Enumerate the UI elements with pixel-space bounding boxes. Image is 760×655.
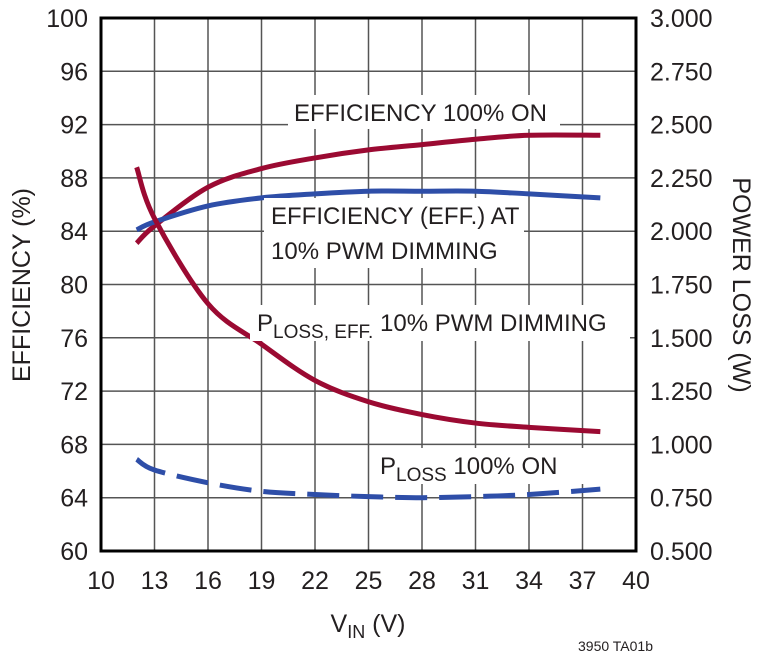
y2-tick-label: 1.500 [650, 325, 713, 353]
y-tick-label: 84 [60, 218, 88, 246]
y2-tick-label: 1.750 [650, 272, 713, 300]
y-tick-label: 80 [60, 272, 88, 300]
y-tick-label: 100 [46, 5, 88, 33]
right-axis-ticks: 0.500 0.750 1.000 1.250 1.500 1.750 2.000 2.250… [650, 5, 713, 566]
x-tick-label: 10 [87, 567, 115, 595]
y2-tick-label: 2.750 [650, 58, 713, 86]
y-axis-label: EFFICIENCY (%) [8, 188, 36, 382]
annotation-efficiency-100-on: EFFICIENCY 100% ON [294, 100, 547, 127]
y2-tick-label: 0.500 [650, 538, 713, 566]
y-tick-label: 92 [60, 112, 88, 140]
series-line-2 [134, 166, 601, 435]
y2-tick-label: 2.500 [650, 112, 713, 140]
y-tick-label: 68 [60, 431, 88, 459]
y2-tick-label: 1.000 [650, 431, 713, 459]
left-axis-ticks: 60 64 68 72 76 80 84 88 92 96 100 [46, 5, 88, 566]
y-tick-label: 76 [60, 325, 88, 353]
annotation-background [372, 448, 588, 484]
x-tick-label: 28 [408, 567, 436, 595]
y2-tick-label: 0.750 [650, 485, 713, 513]
y2-tick-label: 1.250 [650, 378, 713, 406]
series-line-1 [135, 188, 601, 233]
annotation-background [288, 95, 560, 129]
y-tick-label: 72 [60, 378, 88, 406]
x-tick-label: 19 [248, 567, 276, 595]
y-tick-label: 88 [60, 165, 88, 193]
x-tick-label: 22 [301, 567, 329, 595]
x-tick-label: 40 [622, 567, 650, 595]
series-line-0 [134, 132, 601, 245]
x-axis-label: VIN (V) [331, 610, 406, 642]
x-tick-label: 16 [194, 567, 222, 595]
y2-tick-label: 2.250 [650, 165, 713, 193]
x-tick-label: 31 [462, 567, 490, 595]
y2-tick-label: 2.000 [650, 218, 713, 246]
plot-frame [99, 16, 638, 553]
annotation-efficiency-10pct-line1: EFFICIENCY (EFF.) AT [271, 203, 520, 230]
annotation-efficiency-10pct-line2: 10% PWM DIMMING [271, 238, 498, 265]
data-series [134, 132, 601, 501]
series-line-3 [135, 457, 601, 501]
y-tick-label: 64 [60, 485, 88, 513]
y-tick-label: 60 [60, 538, 88, 566]
annotation-background [264, 198, 524, 268]
x-tick-label: 13 [141, 567, 169, 595]
x-tick-label: 37 [569, 567, 597, 595]
annotation-background [250, 305, 630, 341]
x-axis-ticks: 10 13 16 19 22 25 28 31 34 37 40 [87, 567, 650, 595]
figure-id: 3950 TA01b [578, 638, 653, 654]
annotation-ploss-100-on: PLOSS 100% ON [380, 453, 557, 486]
y2-axis-label: POWER LOSS (W) [727, 177, 755, 392]
annotation-backgrounds [250, 95, 630, 484]
y-tick-label: 96 [60, 58, 88, 86]
x-tick-label: 34 [515, 567, 543, 595]
y2-tick-label: 3.000 [650, 5, 713, 33]
x-tick-label: 25 [355, 567, 383, 595]
annotation-ploss-10pct: PLOSS, EFF. 10% PWM DIMMING [257, 310, 607, 343]
